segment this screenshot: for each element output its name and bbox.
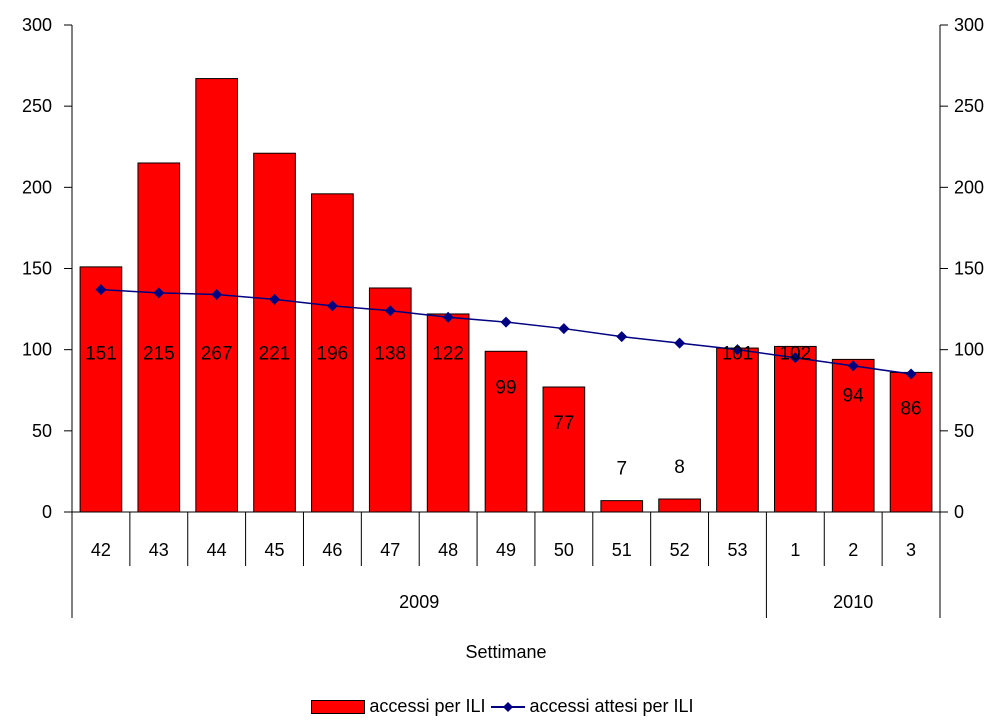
- line-point-1: [789, 352, 801, 364]
- bar-value-label-53: 101: [722, 344, 754, 365]
- bar-45: [253, 152, 296, 513]
- line-point-48: [442, 311, 454, 323]
- bar-value-label-43: 215: [143, 344, 175, 365]
- x-tick-label-2: 2: [848, 540, 858, 560]
- bar-42: [79, 266, 123, 513]
- bar-47: [368, 287, 412, 513]
- bar-43: [137, 162, 181, 513]
- bar-value-label-47: 138: [374, 344, 406, 365]
- x-axis-title: Settimane: [465, 642, 546, 662]
- line-point-44: [211, 288, 223, 300]
- y-tick-label-left: 300: [22, 15, 52, 35]
- bar-value-label-48: 122: [432, 344, 464, 365]
- line-point-42: [95, 284, 107, 296]
- y-tick-label-left: 200: [22, 177, 52, 197]
- bar-51: [600, 500, 644, 513]
- x-tick-label-42: 42: [91, 540, 111, 560]
- y-tick-label-right: 0: [954, 502, 964, 522]
- y-tick-label-left: 50: [32, 421, 52, 441]
- y-tick-label-right: 250: [954, 96, 984, 116]
- x-tick-label-1: 1: [790, 540, 800, 560]
- bar-value-label-3: 86: [900, 398, 921, 419]
- bar-53: [716, 347, 759, 513]
- bar-52: [658, 498, 701, 513]
- y-tick-label-left: 0: [42, 502, 52, 522]
- bar-50: [542, 386, 586, 513]
- x-tick-label-49: 49: [496, 540, 516, 560]
- y-tick-label-left: 250: [22, 96, 52, 116]
- line-point-51: [616, 331, 628, 343]
- bar-2: [831, 358, 875, 513]
- bar-1: [774, 345, 817, 513]
- legend-label-bars: accessi per ILI: [369, 696, 486, 716]
- x-tick-label-51: 51: [612, 540, 632, 560]
- line-point-46: [326, 300, 338, 312]
- line-point-43: [153, 287, 165, 299]
- y-tick-label-right: 100: [954, 340, 984, 360]
- x-tick-label-50: 50: [554, 540, 574, 560]
- bar-value-label-52: 8: [674, 457, 685, 478]
- y-tick-label-right: 300: [954, 15, 984, 35]
- line-point-50: [558, 323, 570, 335]
- x-tick-label-46: 46: [322, 540, 342, 560]
- year-group-label-2010: 2010: [833, 592, 873, 612]
- legend-item-line[interactable]: accessi attesi per ILI: [491, 696, 694, 717]
- bar-value-label-46: 196: [317, 344, 349, 365]
- bar-value-label-1: 102: [779, 344, 811, 365]
- x-tick-label-43: 43: [149, 540, 169, 560]
- y-tick-label-right: 200: [954, 177, 984, 197]
- bar-value-label-49: 99: [495, 377, 516, 398]
- legend-line-swatch: [491, 701, 526, 712]
- x-tick-label-53: 53: [727, 540, 747, 560]
- line-point-52: [674, 337, 686, 349]
- y-tick-label-left: 150: [22, 259, 52, 279]
- x-tick-label-52: 52: [670, 540, 690, 560]
- bar-value-label-45: 221: [259, 344, 291, 365]
- legend: accessi per ILI accessi attesi per ILI: [0, 696, 1005, 717]
- x-tick-label-44: 44: [207, 540, 227, 560]
- bar-49: [484, 350, 528, 513]
- line-point-45: [269, 293, 281, 305]
- bar-value-label-42: 151: [85, 344, 117, 365]
- x-tick-label-3: 3: [906, 540, 916, 560]
- line-point-49: [500, 316, 512, 328]
- bar-value-label-2: 94: [843, 385, 865, 406]
- legend-bar-swatch: [311, 699, 366, 714]
- line-point-2: [847, 360, 859, 372]
- line-point-47: [384, 305, 396, 317]
- bar-value-label-51: 7: [616, 459, 627, 480]
- line-point-53: [731, 344, 743, 356]
- legend-item-bars[interactable]: accessi per ILI: [311, 696, 485, 717]
- y-tick-label-right: 150: [954, 259, 984, 279]
- legend-label-line: accessi attesi per ILI: [529, 696, 694, 716]
- year-group-label-2009: 2009: [399, 592, 439, 612]
- y-tick-label-left: 100: [22, 340, 52, 360]
- y-tick-label-right: 50: [954, 421, 974, 441]
- x-tick-label-48: 48: [438, 540, 458, 560]
- line-point-3: [905, 368, 917, 380]
- x-tick-label-45: 45: [265, 540, 285, 560]
- bar-value-label-50: 77: [553, 413, 574, 434]
- bar-3: [889, 371, 933, 513]
- bar-value-label-44: 267: [201, 344, 233, 365]
- x-tick-label-47: 47: [380, 540, 400, 560]
